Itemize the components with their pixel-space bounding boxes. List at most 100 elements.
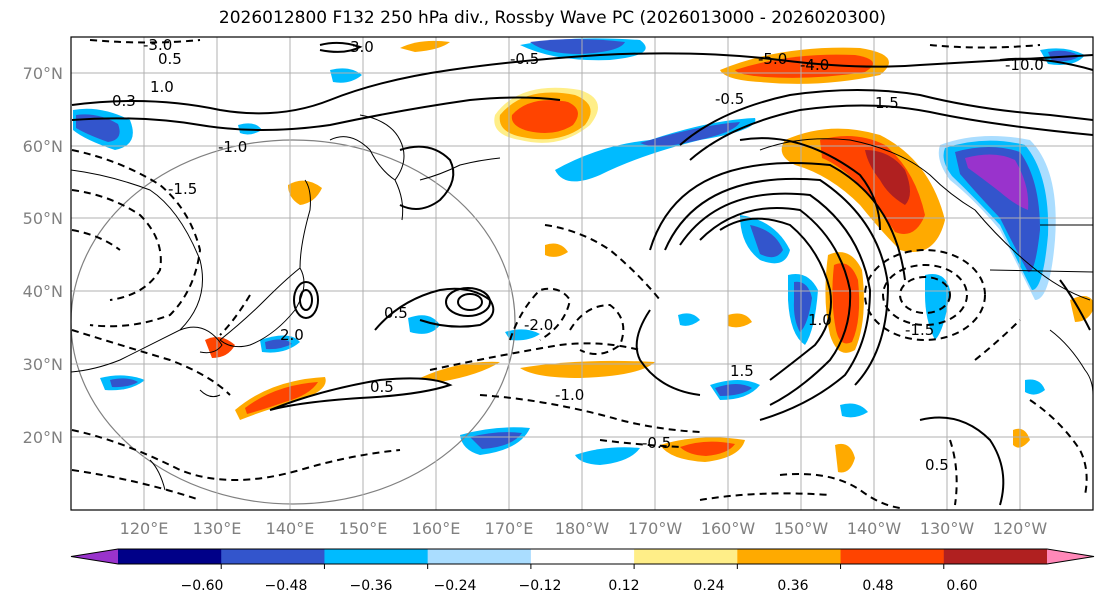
map-content: 3.0 0.5 1.0 0.3 -3.0 -0.5 1.5 -1.0 -1.5 …: [71, 36, 1093, 510]
contour-label: 0.5: [370, 378, 394, 396]
contour-line: [71, 469, 201, 501]
contour-label: -1.0: [555, 386, 584, 404]
contour-label: -0.5: [715, 90, 744, 108]
lat-label: 30°N: [23, 355, 63, 374]
contour-line: [699, 492, 831, 501]
anomaly-shade: [575, 447, 640, 465]
contour-line: [689, 104, 1093, 161]
contour-label: -1.5: [168, 180, 197, 198]
colorbar-tick-label: −0.24: [434, 578, 477, 594]
anomaly-shade: [530, 39, 625, 54]
contour-label: -2.0: [524, 316, 553, 334]
contour-line: [949, 439, 958, 506]
anomaly-shade: [408, 315, 440, 334]
anomaly-shade: [1025, 379, 1045, 395]
coastlines: [71, 114, 1093, 491]
contour-line: [739, 137, 881, 231]
contour-label: 3.0: [350, 38, 374, 56]
colorbar-ticks: −0.60 −0.48 −0.36 −0.24 −0.12 0.12 0.24 …: [181, 578, 978, 594]
colorbar-outline: [70, 548, 1095, 565]
colorbar-tick-label: −0.48: [265, 578, 308, 594]
contour-label: 1.5: [730, 362, 754, 380]
contour-line: [719, 217, 832, 381]
lat-label: 40°N: [23, 282, 63, 301]
figure-title: 2026012800 F132 250 hPa div., Rossby Wav…: [218, 8, 887, 28]
contour-line: [1059, 279, 1091, 331]
contour-line: [649, 162, 906, 281]
colorbar-segment: [427, 549, 532, 564]
contour-labels: 3.0 0.5 1.0 0.3 -3.0 -0.5 1.5 -1.0 -1.5 …: [112, 36, 1044, 474]
lon-label: 150°E: [339, 519, 388, 538]
contour-line: [635, 309, 701, 396]
contour-line: [929, 44, 1041, 49]
anomaly-shade: [110, 378, 138, 388]
lon-label: 170°E: [485, 519, 534, 538]
lon-label: 140°W: [847, 519, 902, 538]
colorbar-segment: [324, 549, 429, 564]
colorbar-segment: [530, 549, 635, 564]
gridlines: [71, 37, 1093, 510]
anomaly-shade: [640, 122, 740, 147]
map-border: [70, 36, 1094, 511]
colorbar-segment: [634, 549, 738, 564]
contour-label: -10.0: [1005, 56, 1044, 74]
contour-line: [509, 287, 572, 341]
contour-line: [319, 41, 363, 53]
contour-line: [299, 289, 313, 311]
contour-label: -0.5: [642, 434, 671, 452]
anomaly-shade: [840, 403, 868, 418]
colorbar: [70, 548, 1095, 569]
anomaly-shade: [728, 313, 752, 328]
anomaly-shade: [265, 339, 292, 350]
contour-line: [71, 329, 231, 396]
anomaly-shade: [76, 114, 120, 142]
lat-label: 50°N: [23, 209, 63, 228]
contour-line: [71, 52, 1093, 115]
colorbar-segment: [118, 549, 222, 564]
anomaly-shade: [735, 54, 873, 78]
region-circle: [71, 139, 516, 505]
contours-dashed: [71, 39, 1088, 509]
contour-line: [71, 429, 401, 481]
contour-label: 0.5: [158, 50, 182, 68]
colorbar-segment: [840, 549, 945, 564]
contour-line: [71, 96, 561, 131]
colorbar-tick-label: 0.48: [862, 578, 893, 594]
lon-label: 160°W: [701, 519, 756, 538]
contour-label: -3.0: [143, 36, 172, 54]
contour-label: 1.5: [875, 94, 899, 112]
contour-label: 0.5: [384, 304, 408, 322]
lon-label: 130°W: [920, 519, 975, 538]
lat-label: 20°N: [23, 428, 63, 447]
latitude-labels: 70°N 60°N 50°N 40°N 30°N 20°N: [23, 64, 63, 447]
contour-line: [779, 473, 901, 509]
contour-label: -4.0: [800, 56, 829, 74]
contour-label: 1.0: [150, 78, 174, 96]
lon-label: 120°E: [120, 519, 169, 538]
contour-line: [457, 293, 483, 311]
contour-line: [71, 189, 162, 301]
anomaly-shade: [1013, 428, 1030, 448]
anomaly-shade: [793, 281, 812, 332]
colorbar-tick-label: 0.36: [777, 578, 808, 594]
lon-label: 180°W: [555, 519, 610, 538]
contour-line: [664, 177, 890, 386]
colorbar-tick-label: 0.24: [693, 578, 724, 594]
colorbar-segment: [943, 549, 1048, 564]
contours: [71, 41, 1093, 506]
longitude-labels: 120°E 130°E 140°E 150°E 160°E 170°E 180°…: [120, 519, 1048, 538]
anomaly-shade: [420, 361, 500, 382]
anomaly-shade: [678, 313, 700, 326]
anomaly-shade: [865, 150, 910, 205]
contour-label: -1.0: [218, 138, 247, 156]
contour-line: [544, 224, 661, 301]
contour-line: [864, 249, 986, 341]
contour-line: [429, 342, 641, 371]
contour-line: [445, 287, 491, 317]
contour-line: [569, 303, 625, 355]
anomaly-shade: [832, 263, 860, 344]
lon-label: 160°E: [412, 519, 461, 538]
contour-line: [219, 294, 251, 336]
lat-label: 60°N: [23, 137, 63, 156]
contour-line: [919, 416, 1005, 506]
